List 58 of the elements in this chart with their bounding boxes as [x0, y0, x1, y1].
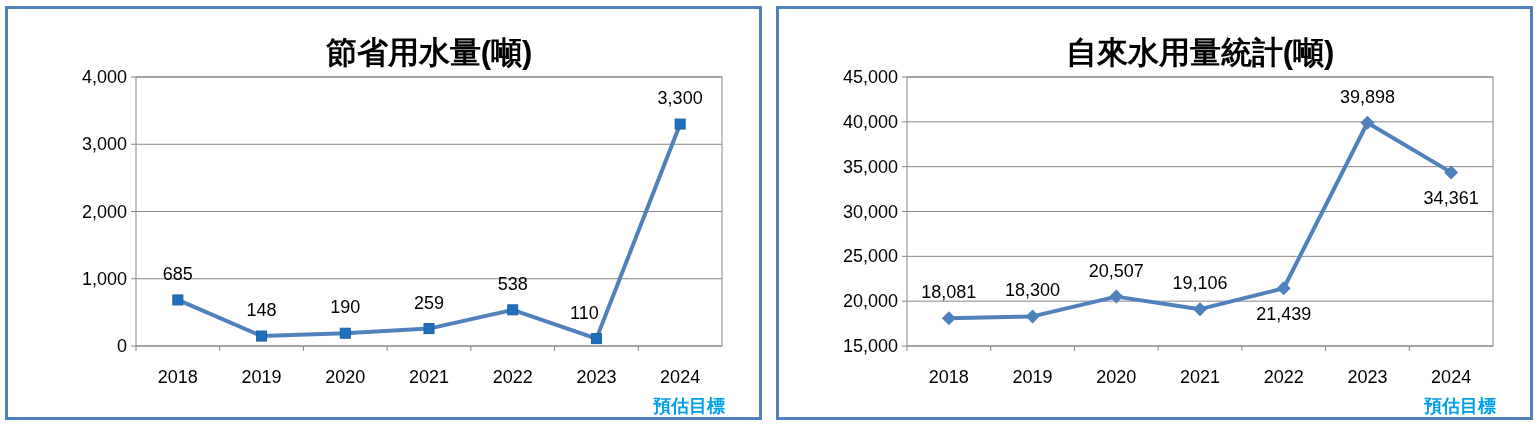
- x-tick-label: 2023: [1347, 367, 1388, 387]
- x-tick-label: 2019: [241, 367, 282, 387]
- y-tick-label: 45,000: [842, 67, 898, 87]
- data-label: 259: [413, 292, 445, 313]
- y-tick-label: 35,000: [842, 156, 898, 177]
- point: [1109, 289, 1124, 304]
- x-tick-label: 2023: [576, 367, 617, 387]
- x-tick-label: 2022: [492, 367, 533, 387]
- data-label: 538: [497, 273, 528, 294]
- data-label: 18,081: [921, 282, 977, 303]
- x-tick-label: 2019: [1012, 367, 1053, 387]
- data-label: 18,300: [1005, 280, 1061, 301]
- x-tick-label: 2020: [325, 367, 366, 387]
- chart-title: 節省用水量(噸): [324, 35, 533, 70]
- data-label: 20,507: [1088, 260, 1144, 281]
- point: [674, 118, 686, 130]
- data-label: 34,361: [1423, 188, 1479, 209]
- data-label: 21,439: [1256, 304, 1312, 325]
- data-label: 39,898: [1339, 86, 1395, 107]
- y-tick-label: 30,000: [842, 201, 898, 222]
- x-tick-label: 2021: [408, 367, 450, 387]
- data-label: 148: [246, 300, 277, 321]
- y-tick-label: 40,000: [842, 111, 898, 132]
- data-label: 19,106: [1172, 273, 1228, 294]
- y-tick-label: 1,000: [81, 268, 127, 289]
- point: [1276, 281, 1291, 296]
- point: [507, 304, 519, 316]
- point: [423, 323, 435, 335]
- y-tick-label: 4,000: [81, 67, 127, 87]
- data-label: 685: [162, 263, 193, 284]
- point: [590, 333, 602, 345]
- point: [172, 294, 184, 306]
- point: [1025, 309, 1040, 324]
- point: [256, 330, 268, 342]
- point: [1360, 115, 1375, 130]
- x-tick-label: 2022: [1263, 367, 1304, 387]
- y-tick-label: 2,000: [81, 201, 127, 222]
- data-label: 190: [330, 297, 361, 318]
- point: [1193, 302, 1207, 317]
- text: 預估目標: [652, 396, 725, 416]
- point: [339, 327, 351, 339]
- y-tick-label: 25,000: [842, 246, 898, 267]
- chart-title: 自來水用量統計(噸): [1065, 35, 1335, 70]
- y-tick-label: 15,000: [842, 336, 898, 356]
- y-tick-label: 0: [116, 336, 127, 356]
- x-tick-label: 2018: [157, 367, 198, 387]
- point: [941, 311, 956, 326]
- x-tick-label: 2024: [1431, 367, 1472, 387]
- text: 預估目標: [1423, 396, 1496, 416]
- x-tick-label: 2020: [1096, 367, 1137, 387]
- y-tick-label: 20,000: [842, 291, 898, 312]
- data-label: 3,300: [657, 88, 703, 109]
- x-tick-label: 2024: [660, 367, 701, 387]
- y-tick-label: 3,000: [81, 134, 127, 155]
- x-tick-label: 2018: [928, 367, 969, 387]
- x-tick-label: 2021: [1179, 367, 1221, 387]
- data-label: 110: [570, 302, 599, 323]
- point: [1444, 165, 1459, 180]
